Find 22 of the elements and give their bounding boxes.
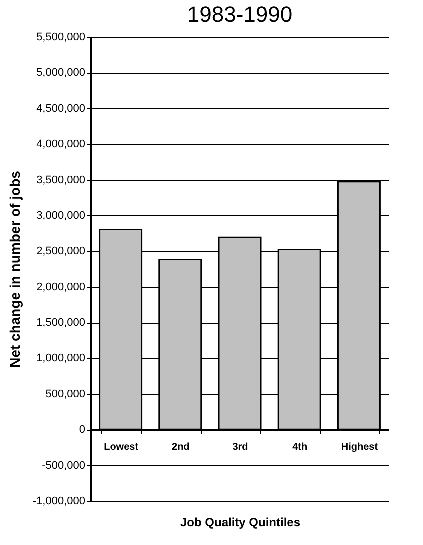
y-tick-label: 5,500,000 [36, 32, 86, 44]
y-axis-title: Net change in number of jobs [6, 170, 23, 368]
y-tick-label: -500,000 [42, 460, 86, 472]
x-axis-title: Job Quality Quintiles [180, 516, 301, 530]
y-tick-label: -1,000,000 [32, 496, 86, 508]
y-tick-label: 0 [79, 424, 86, 436]
x-tick-label: Highest [341, 442, 379, 454]
x-tick-label: 4th [292, 442, 308, 454]
y-tick-label: 500,000 [46, 388, 86, 400]
x-tick-label: 3rd [232, 442, 248, 454]
y-tick-label: 5,000,000 [36, 67, 86, 80]
chart-title: 1983-1990 [187, 2, 293, 27]
x-tick-label: 2nd [172, 442, 190, 454]
y-tick-label: 2,500,000 [36, 246, 86, 258]
x-tick-label: Lowest [104, 442, 140, 454]
y-tick-label: 4,500,000 [36, 102, 86, 115]
y-tick-label: 4,000,000 [36, 138, 86, 151]
y-tick-label: 2,000,000 [36, 281, 86, 294]
y-tick-label: 3,500,000 [36, 174, 86, 186]
y-tick-label: 1,000,000 [36, 352, 86, 365]
y-tick-label: 1,500,000 [36, 317, 86, 330]
y-tick-label: 3,000,000 [36, 210, 86, 222]
